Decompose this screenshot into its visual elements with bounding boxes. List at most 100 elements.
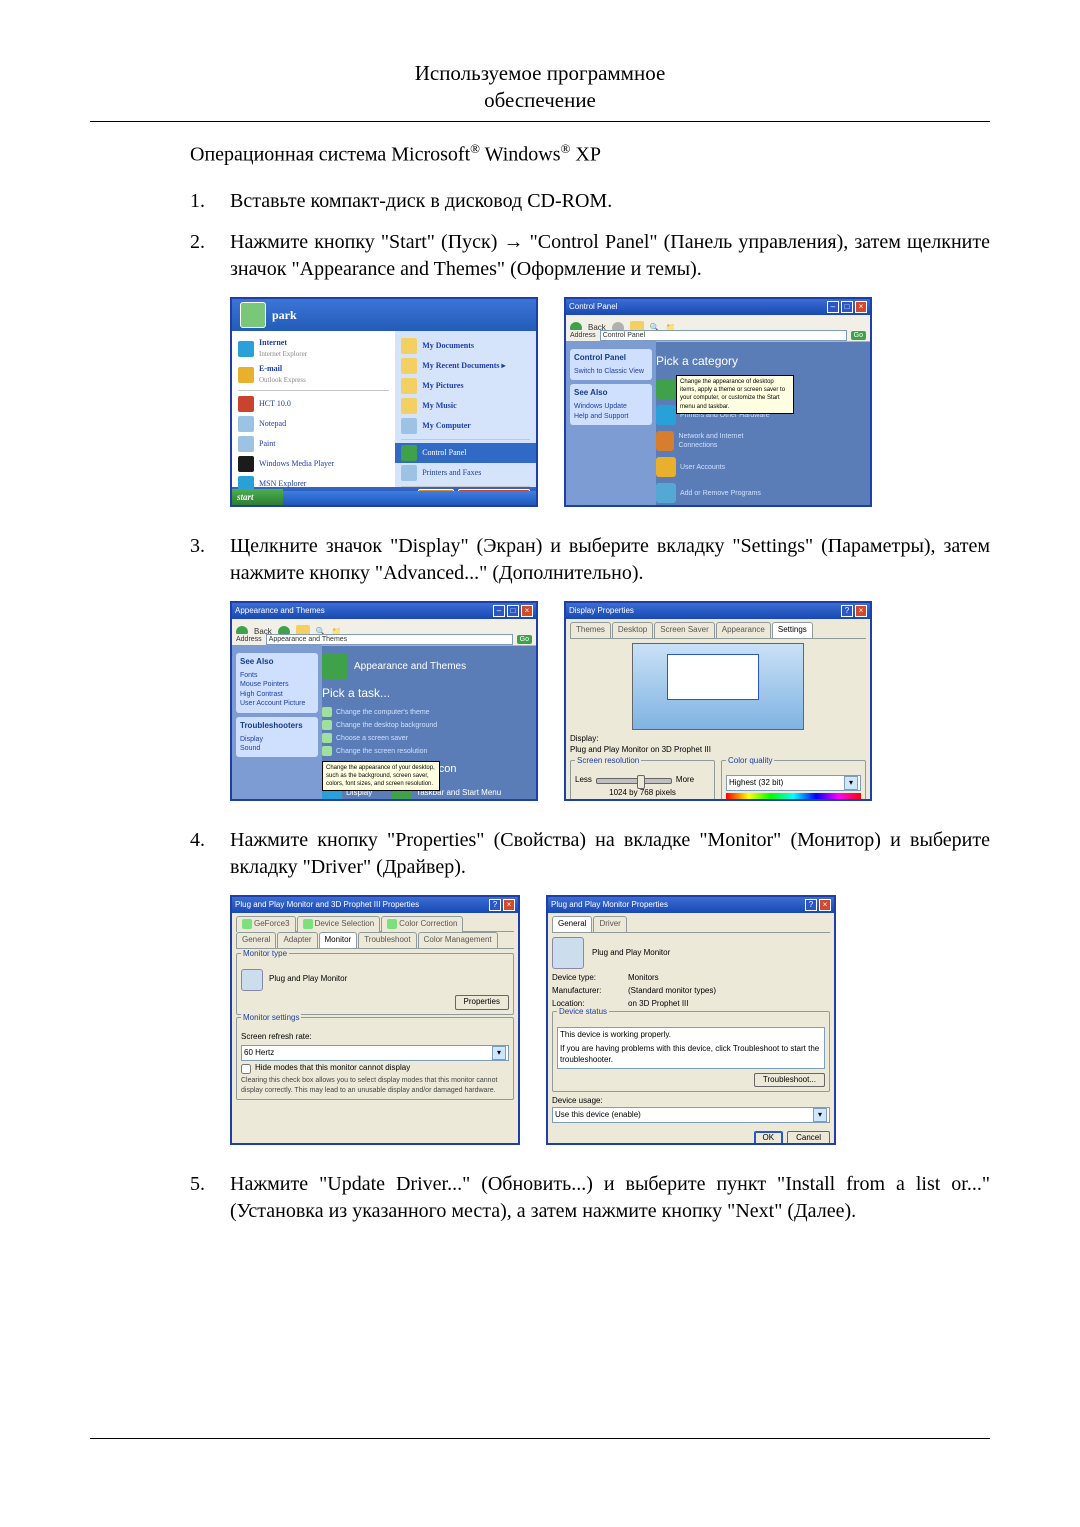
minimize-icon[interactable]: – [493,605,505,617]
close-icon[interactable]: × [521,605,533,617]
cp-winupdate[interactable]: Windows Update [574,402,648,411]
close-icon[interactable]: × [503,899,515,911]
cancel-button[interactable]: Cancel [787,1131,830,1145]
help-icon[interactable]: ? [805,899,817,911]
start-cp-label: Control Panel [422,448,466,459]
ap-fonts[interactable]: Fonts [240,671,314,680]
troubleshoot-button[interactable]: Troubleshoot... [754,1073,825,1088]
cp-title: Control Panel [569,302,617,313]
cat-network[interactable]: Network and Internet Connections [656,431,776,451]
mon-title: Plug and Play Monitor Properties [551,900,668,911]
maximize-icon[interactable]: □ [507,605,519,617]
ap-addr-input[interactable]: Appearance and Themes [266,634,513,645]
refresh-combo[interactable]: 60 Hertz▾ [241,1045,509,1061]
hide-modes-check[interactable]: Hide modes that this monitor cannot disp… [241,1063,509,1074]
close-icon[interactable]: × [855,301,867,313]
start-email[interactable]: E-mailOutlook Express [238,362,389,388]
ap-contrast[interactable]: High Contrast [240,690,314,699]
start-mydocs[interactable]: My Documents [401,336,530,356]
resolution-slider[interactable] [596,778,672,784]
ap-ts-sound[interactable]: Sound [240,744,314,753]
ap-tooltip: Change the appearance of your desktop, s… [322,761,440,791]
device-usage-combo[interactable]: Use this device (enable)▾ [552,1107,830,1123]
ap-task-1[interactable]: Change the desktop background [322,720,528,730]
ap-userpic[interactable]: User Account Picture [240,699,314,708]
computer-icon [401,418,417,434]
help-icon[interactable]: ? [841,605,853,617]
cat-users[interactable]: User Accounts [656,457,776,477]
maximize-icon[interactable]: □ [841,301,853,313]
start-mypics[interactable]: My Pictures [401,376,530,396]
tab-monitor[interactable]: Monitor [319,932,358,948]
adv-chk-label: Hide modes that this monitor cannot disp… [255,1063,410,1074]
close-icon[interactable]: × [819,899,831,911]
mon-usage-value: Use this device (enable) [555,1110,641,1121]
cp-addr-input[interactable]: Control Panel [600,330,847,341]
tab-desktop[interactable]: Desktop [612,622,653,638]
cp-helpsupport[interactable]: Help and Support [574,412,648,421]
tab-screensaver[interactable]: Screen Saver [654,622,714,638]
ap-side-t2: Troubleshooters [240,721,314,732]
tab-colormgmt[interactable]: Color Management [418,932,498,948]
ok-button[interactable]: OK [754,1131,784,1145]
dp-titlebar: Display Properties ?× [566,603,870,619]
tab-devsel[interactable]: Device Selection [297,916,381,932]
ap-task-2[interactable]: Choose a screen saver [322,733,528,743]
monitor-icon [552,937,584,969]
step-1-num: 1. [190,188,230,215]
adv-t2: Color Correction [399,919,457,928]
dp-preview [632,643,804,730]
cat-4-label: Add or Remove Programs [680,489,761,498]
start-button[interactable]: start [232,489,283,505]
chevron-down-icon: ▾ [492,1046,506,1060]
nvidia-icon [387,919,397,929]
tab-colorcorr[interactable]: Color Correction [381,916,463,932]
start-mymusic[interactable]: My Music [401,396,530,416]
tab-general[interactable]: General [552,916,592,932]
adv-g1-title: Monitor type [241,949,289,960]
folder-icon [401,378,417,394]
tab-driver[interactable]: Driver [593,916,626,932]
ap-ts-display[interactable]: Display [240,735,314,744]
ap-task-0[interactable]: Change the computer's theme [322,707,528,717]
start-item-notepad[interactable]: Notepad [238,414,389,434]
start-internet[interactable]: InternetInternet Explorer [238,336,389,362]
help-icon[interactable]: ? [489,899,501,911]
dp-display-label: Display: Plug and Play Monitor on 3D Pro… [570,734,866,756]
start-item-wmp[interactable]: Windows Media Player [238,454,389,474]
start-msn-label: MSN Explorer [259,479,306,490]
ap-mouse[interactable]: Mouse Pointers [240,680,314,689]
ap-task-3[interactable]: Change the screen resolution [322,746,528,756]
cat-addremove[interactable]: Add or Remove Programs [656,483,776,503]
tab-settings[interactable]: Settings [772,622,813,638]
start-printers[interactable]: Printers and Faxes [401,463,530,483]
tab-geforce[interactable]: GeForce3 [236,916,296,932]
start-recent[interactable]: My Recent Documents ▸ [401,356,530,376]
start-item-hct[interactable]: HCT 10.0 [238,394,389,414]
close-icon[interactable]: × [855,605,867,617]
footer-rule [90,1438,990,1439]
tab-themes[interactable]: Themes [570,622,611,638]
tab-troubleshoot[interactable]: Troubleshoot [358,932,416,948]
tab-appearance[interactable]: Appearance [716,622,771,638]
tab-adapter[interactable]: Adapter [277,932,317,948]
go-button[interactable]: Go [851,331,866,340]
start-mycomputer[interactable]: My Computer [401,416,530,436]
go-button[interactable]: Go [517,635,532,644]
cp-side-title1: Control Panel [574,353,648,364]
paint-icon [238,436,254,452]
properties-button[interactable]: Properties [455,995,509,1010]
step-5: 5. Нажмите "Update Driver..." (Обновить.… [190,1171,990,1225]
minimize-icon[interactable]: – [827,301,839,313]
start-controlpanel[interactable]: Control Panel [395,443,536,463]
color-quality-combo[interactable]: Highest (32 bit)▾ [726,775,861,791]
mon-body: General Driver Plug and Play Monitor Dev… [548,913,834,1143]
hct-icon [238,396,254,412]
start-item-paint[interactable]: Paint [238,434,389,454]
cp-switch-view[interactable]: Switch to Classic View [574,367,648,376]
tab-general[interactable]: General [236,932,276,948]
start-internet-label: Internet [259,338,287,347]
ap-titlebar: Appearance and Themes –□× [232,603,536,619]
checkbox-icon[interactable] [241,1064,251,1074]
adv-chk-desc: Clearing this check box allows you to se… [241,1076,509,1095]
